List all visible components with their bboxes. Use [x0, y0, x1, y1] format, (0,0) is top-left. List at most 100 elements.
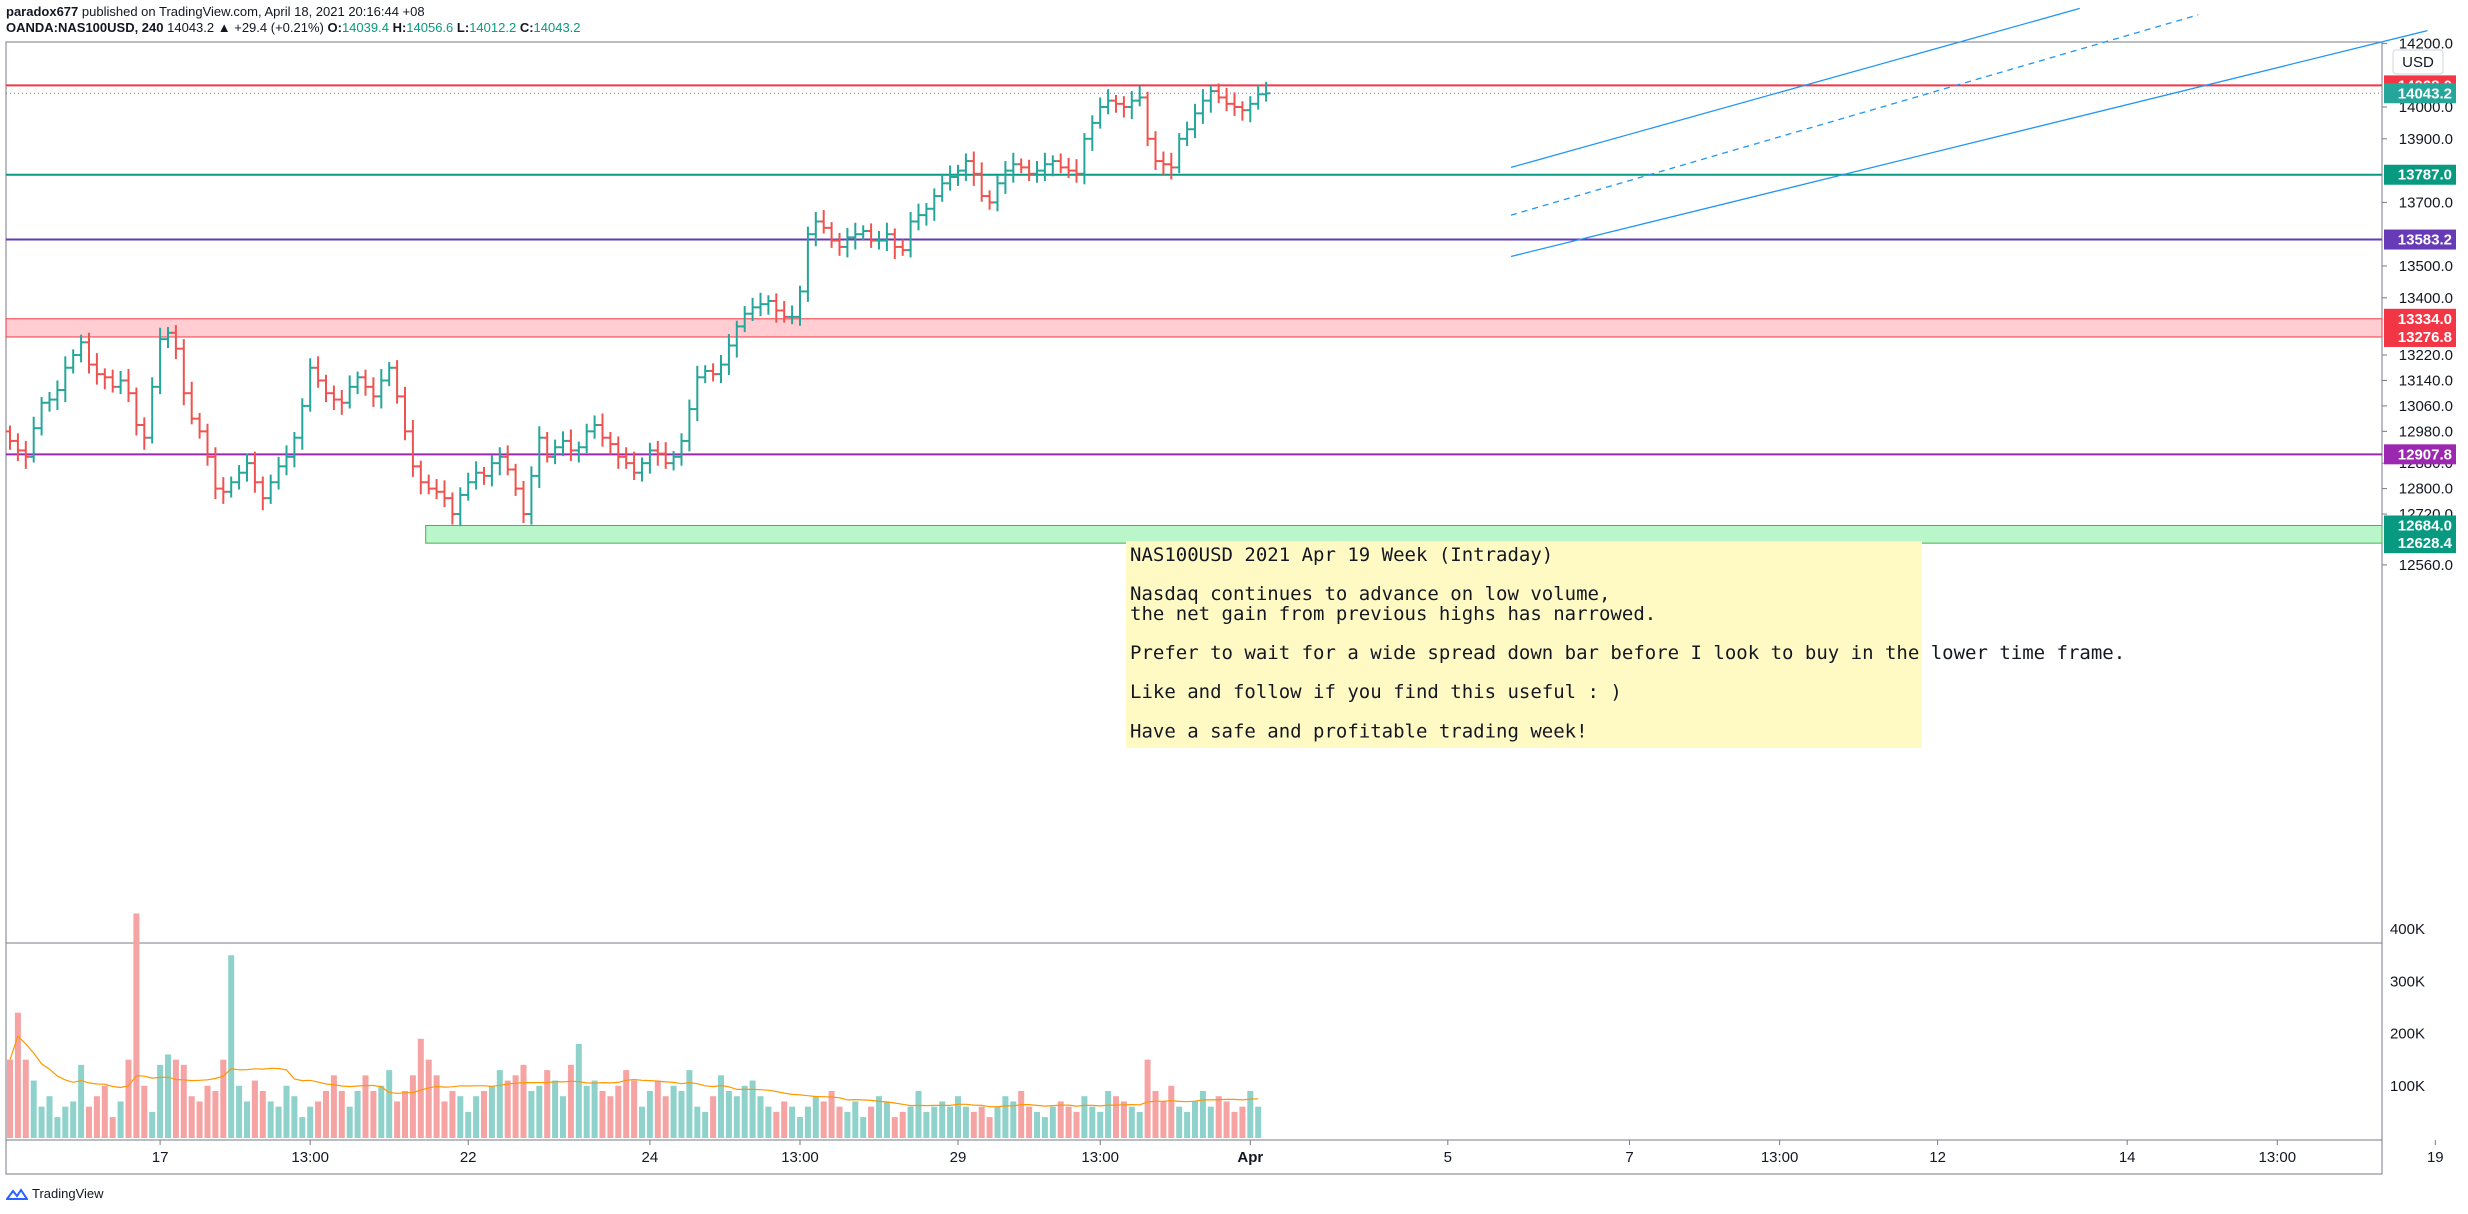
volume-bar	[78, 1064, 85, 1138]
text-note[interactable]: NAS100USD 2021 Apr 19 Week (Intraday) Nas…	[1126, 541, 2125, 748]
volume-bar	[702, 1111, 709, 1138]
volume-bar	[354, 1091, 361, 1138]
ohlc-bar	[472, 461, 481, 490]
volume-bar	[583, 1085, 590, 1138]
volume-bar	[30, 1080, 37, 1138]
ohlc-bar	[638, 457, 646, 482]
horizontal-lines-layer	[6, 84, 2382, 456]
close-value: 14043.2	[533, 20, 581, 35]
volume-bar	[575, 1044, 582, 1138]
price-tick-label: 13140.0	[2399, 372, 2453, 389]
ohlc-bar	[803, 226, 812, 302]
low-value: 14012.2	[469, 20, 517, 35]
ohlc-bar	[385, 362, 394, 387]
volume-bar	[883, 1101, 890, 1138]
volume-bar	[172, 1059, 179, 1138]
price-channel[interactable]	[1510, 7, 2428, 258]
ohlc-bar	[53, 380, 62, 411]
ohlc-bar	[1017, 158, 1026, 174]
ohlc-bar	[606, 431, 615, 455]
last-price: 14043.2	[167, 20, 215, 35]
ohlc-bar	[954, 164, 962, 186]
ohlc-bar	[661, 442, 670, 469]
volume-bar	[528, 1091, 535, 1138]
price-tick-label: 12800.0	[2399, 481, 2453, 498]
ohlc-bar	[566, 429, 575, 461]
volume-bar	[457, 1096, 464, 1138]
price-tick-label: 13500.0	[2399, 258, 2453, 275]
open-label: O:	[327, 20, 342, 35]
time-tick-label: 14	[2119, 1149, 2136, 1166]
close-label: C:	[519, 20, 534, 35]
demand-zone	[425, 524, 2383, 544]
volume-bar	[828, 1091, 835, 1138]
currency-box[interactable]	[2392, 49, 2444, 75]
volume-bar	[654, 1080, 661, 1138]
volume-bar	[307, 1106, 314, 1138]
volume-bar	[733, 1096, 740, 1138]
ohlc-bar	[701, 365, 710, 384]
volume-bar	[386, 1070, 393, 1138]
channel-mid-line	[1510, 14, 2199, 216]
publisher-user[interactable]: paradox677	[6, 4, 79, 19]
ohlc-bar	[1112, 94, 1120, 113]
time-tick-label: 19	[2427, 1149, 2444, 1166]
ohlc-bar	[535, 426, 544, 488]
ohlc-bar	[1238, 101, 1247, 121]
ohlc-bar	[124, 369, 133, 403]
volume-bar	[1231, 1111, 1238, 1138]
ohlc-bar	[235, 465, 244, 490]
volume-bar	[1192, 1101, 1198, 1138]
ohlc-bar	[559, 431, 567, 457]
volume-bar	[994, 1106, 1001, 1138]
price-axis[interactable]: 14200.014000.013900.013700.013500.013400…	[2382, 35, 2453, 574]
ohlc-bar	[416, 460, 425, 495]
note-line: Nasdaq continues to advance on low volum…	[1130, 583, 1610, 605]
volume-bar	[133, 913, 140, 1138]
volume-bar	[1176, 1106, 1183, 1138]
volume-bar	[38, 1106, 45, 1138]
volume-bar	[402, 1091, 408, 1138]
price-label-text: 12907.8	[2398, 446, 2452, 463]
ohlc-bar	[717, 355, 725, 384]
volume-bar	[481, 1091, 487, 1138]
symbol-name[interactable]: OANDA:NAS100USD, 240	[6, 20, 164, 35]
ohlc-bar	[677, 433, 686, 466]
ohlc-bar	[1230, 92, 1239, 116]
ohlc-bar	[116, 370, 125, 395]
ohlc-bar	[337, 390, 346, 415]
volume-bar	[623, 1070, 630, 1138]
volume-bar	[378, 1085, 385, 1138]
volume-bar	[544, 1070, 551, 1138]
ohlc-bar	[1151, 131, 1160, 170]
time-axis[interactable]: 17 13:00 22 24 13:00 29 13:00 Apr 5 7 13:00 12 14 13:…	[152, 1140, 2468, 1166]
channel-upper-line	[1510, 7, 2080, 169]
high-value: 14056.6	[406, 20, 454, 35]
ohlc-bar	[961, 153, 970, 182]
ohlc-bar	[756, 292, 765, 317]
volume-tick-label: 300K	[2390, 973, 2425, 990]
tradingview-brand[interactable]: TradingView	[32, 1186, 104, 1201]
ohlc-bar	[495, 447, 504, 476]
publisher-text: published on TradingView.com, April 18, …	[81, 4, 425, 19]
time-tick-label: 7	[1625, 1149, 1633, 1166]
ohlc-bar	[732, 320, 741, 358]
volume-bar	[370, 1091, 377, 1138]
ohlc-bar	[132, 387, 141, 436]
ohlc-bar	[1048, 155, 1057, 177]
volume-bar	[149, 1111, 156, 1138]
price-tick-label: 14200.0	[2399, 35, 2453, 52]
ohlc-bar	[69, 349, 78, 374]
volume-bar	[409, 1075, 416, 1138]
time-tick-label: 13:00	[291, 1149, 329, 1166]
ohlc-bar	[1025, 159, 1034, 182]
ohlc-bar	[772, 293, 781, 323]
time-tick-label: Apr	[1237, 1149, 1263, 1166]
note-line: NAS100USD 2021 Apr 19 Week (Intraday)	[1130, 544, 1553, 566]
price-label-text: 13276.8	[2398, 329, 2452, 346]
ohlc-bar	[393, 360, 402, 404]
ohlc-bar	[464, 472, 473, 501]
volume-bar	[1089, 1106, 1096, 1138]
ohlc-bar	[1135, 86, 1144, 107]
